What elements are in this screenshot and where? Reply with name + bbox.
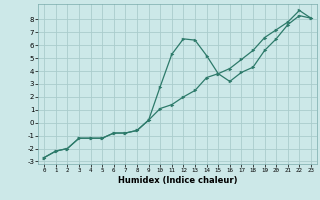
X-axis label: Humidex (Indice chaleur): Humidex (Indice chaleur) xyxy=(118,176,237,185)
